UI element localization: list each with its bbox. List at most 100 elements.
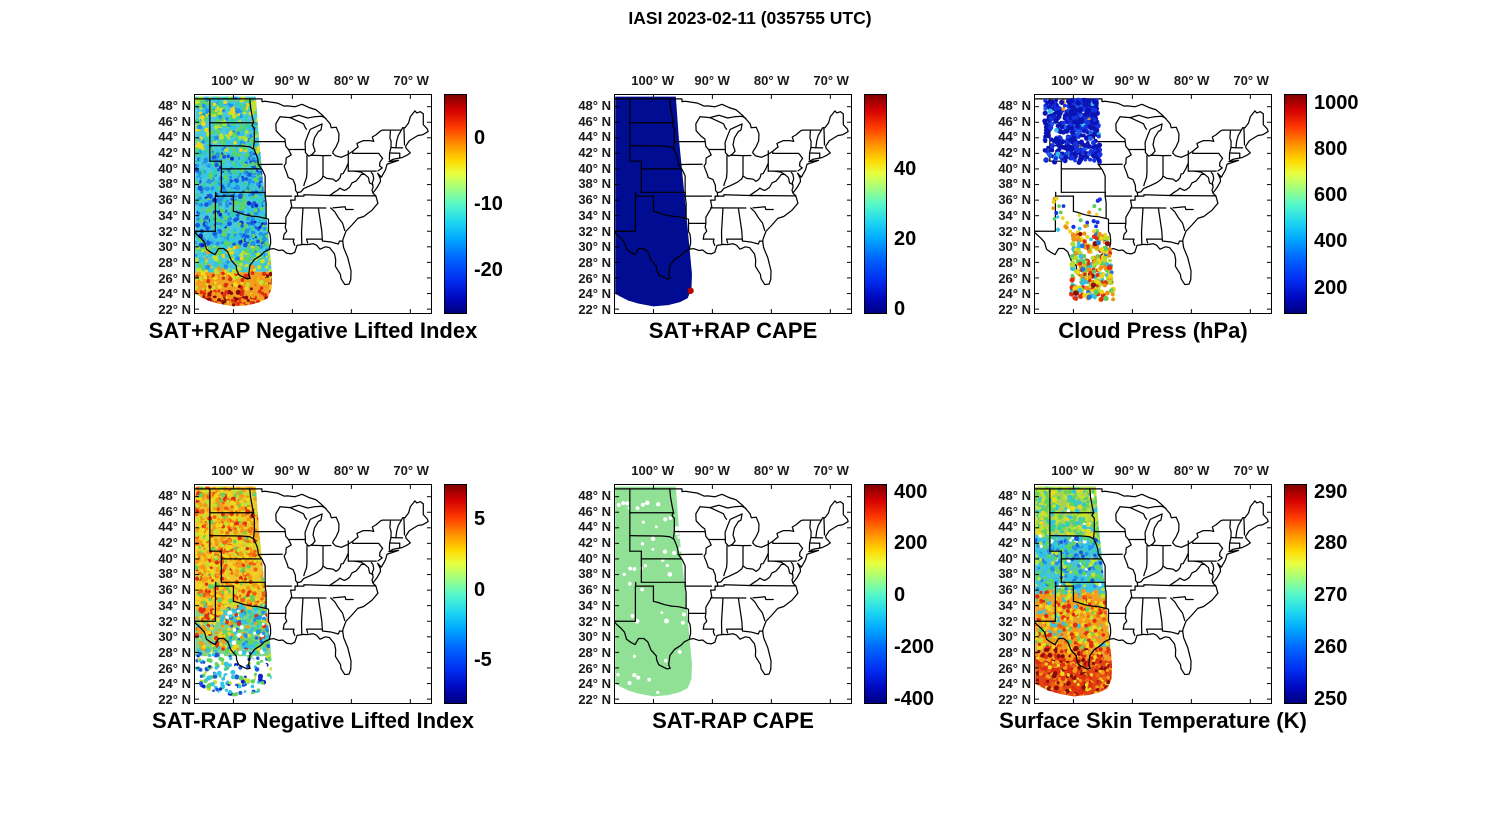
lat-tick-label: 36° N xyxy=(578,192,611,208)
lat-tick-label: 24° N xyxy=(158,676,191,692)
lat-tick-label: 24° N xyxy=(998,676,1031,692)
lon-tick-label: 100° W xyxy=(1051,463,1095,478)
colorbar-tick-label: 0 xyxy=(894,584,906,607)
axis-ticks xyxy=(1035,485,1271,703)
lat-tick-label: 44° N xyxy=(998,129,1031,145)
lat-tick-label: 28° N xyxy=(158,254,191,270)
axis-ticks xyxy=(615,485,851,703)
panel-surface-skin-temperature: Surface Skin Temperature (K) 100° W 90° W… xyxy=(988,450,1368,760)
lon-tick-label: 90° W xyxy=(1114,463,1150,478)
axis-ticks xyxy=(615,95,851,313)
colorbar xyxy=(864,484,887,704)
lat-tick-label: 30° N xyxy=(578,629,611,645)
lat-tick-label: 30° N xyxy=(998,629,1031,645)
lon-tick-label: 90° W xyxy=(1114,73,1150,88)
colorbar-tick-label: 800 xyxy=(1314,138,1348,160)
lon-tick-label: 70° W xyxy=(813,73,849,88)
lon-tick-label: 90° W xyxy=(694,73,730,88)
lat-tick-label: 46° N xyxy=(578,113,611,129)
swath-data xyxy=(195,96,272,307)
colorbar-tick-label: 40 xyxy=(894,157,917,180)
lat-tick-label: 28° N xyxy=(998,644,1031,660)
lon-tick-label: 70° W xyxy=(393,73,429,88)
lat-tick-label: 38° N xyxy=(578,176,611,192)
colorbar-tick-label: 290 xyxy=(1314,480,1348,503)
lon-tick-label: 70° W xyxy=(393,463,429,478)
lon-tick-label: 70° W xyxy=(1233,463,1269,478)
map-canvas xyxy=(194,94,432,314)
lat-tick-label: 22° N xyxy=(998,302,1031,318)
state-borders xyxy=(615,98,849,286)
lat-tick-label: 44° N xyxy=(998,519,1031,535)
lat-tick-label: 32° N xyxy=(578,223,611,239)
lat-tick-label: 32° N xyxy=(158,613,191,629)
axis-ticks xyxy=(1035,95,1271,313)
lat-tick-label: 30° N xyxy=(158,239,191,255)
lon-tick-label: 100° W xyxy=(1051,73,1095,88)
colorbar-tick-label: 0 xyxy=(894,297,906,320)
colorbar xyxy=(444,94,467,314)
lat-tick-label: 42° N xyxy=(578,144,611,160)
colorbar-tick-label: 260 xyxy=(1314,635,1348,658)
lat-tick-label: 44° N xyxy=(158,519,191,535)
lat-tick-label: 22° N xyxy=(158,692,191,708)
colorbar-tick-label: 20 xyxy=(894,228,917,251)
lat-tick-label: 42° N xyxy=(158,534,191,550)
colorbar-tick-label: -20 xyxy=(474,259,503,281)
lat-tick-label: 42° N xyxy=(158,144,191,160)
colorbar-tick-label: 270 xyxy=(1314,584,1348,607)
lat-tick-label: 22° N xyxy=(578,692,611,708)
lat-tick-label: 36° N xyxy=(998,192,1031,208)
lon-tick-label: 80° W xyxy=(1173,73,1210,88)
lat-tick-label: 22° N xyxy=(578,302,611,318)
lat-tick-label: 26° N xyxy=(158,660,191,676)
lat-tick-label: 38° N xyxy=(158,176,191,192)
lat-tick-label: 28° N xyxy=(578,254,611,270)
axis-ticks xyxy=(195,95,431,313)
lat-tick-label: 32° N xyxy=(158,223,191,239)
colorbar xyxy=(444,484,467,704)
colorbar-tick-label: -200 xyxy=(894,635,935,658)
lat-tick-label: 32° N xyxy=(998,223,1031,239)
lat-tick-label: 30° N xyxy=(158,629,191,645)
lat-tick-label: 40° N xyxy=(998,550,1031,566)
state-borders xyxy=(1035,488,1269,676)
lat-tick-label: 40° N xyxy=(578,160,611,176)
lat-tick-label: 48° N xyxy=(998,487,1031,503)
colorbar-tick-label: 280 xyxy=(1314,532,1348,555)
lat-tick-label: 26° N xyxy=(998,270,1031,286)
lat-tick-label: 36° N xyxy=(578,582,611,598)
lat-tick-label: 22° N xyxy=(998,692,1031,708)
colorbar-tick-label: 0 xyxy=(474,578,486,601)
colorbar-tick-label: 200 xyxy=(894,532,928,555)
high-cape-point xyxy=(687,287,694,294)
lat-tick-label: 38° N xyxy=(998,566,1031,582)
figure-title: IASI 2023-02-11 (035755 UTC) xyxy=(628,8,872,28)
colorbar xyxy=(1284,94,1307,314)
lon-tick-label: 70° W xyxy=(1233,73,1269,88)
lat-tick-label: 26° N xyxy=(578,660,611,676)
map-canvas xyxy=(194,484,432,704)
map-canvas xyxy=(614,484,852,704)
lat-tick-label: 24° N xyxy=(578,286,611,302)
colorbar-tick-label: 200 xyxy=(1314,276,1348,299)
lon-tick-label: 80° W xyxy=(1173,463,1210,478)
lat-tick-label: 40° N xyxy=(578,550,611,566)
map-canvas xyxy=(1034,94,1272,314)
lat-tick-label: 34° N xyxy=(998,597,1031,613)
lon-tick-label: 80° W xyxy=(333,73,370,88)
lat-tick-label: 46° N xyxy=(998,503,1031,519)
lat-tick-label: 28° N xyxy=(158,644,191,660)
lat-tick-label: 44° N xyxy=(578,129,611,145)
lat-tick-label: 38° N xyxy=(158,566,191,582)
lat-tick-label: 42° N xyxy=(998,144,1031,160)
lat-tick-label: 24° N xyxy=(578,676,611,692)
lat-tick-label: 36° N xyxy=(158,582,191,598)
state-borders xyxy=(195,488,429,676)
lat-tick-label: 44° N xyxy=(578,519,611,535)
swath-data xyxy=(195,486,272,697)
lat-tick-label: 32° N xyxy=(578,613,611,629)
lat-tick-label: 22° N xyxy=(158,302,191,318)
lat-tick-label: 36° N xyxy=(998,582,1031,598)
